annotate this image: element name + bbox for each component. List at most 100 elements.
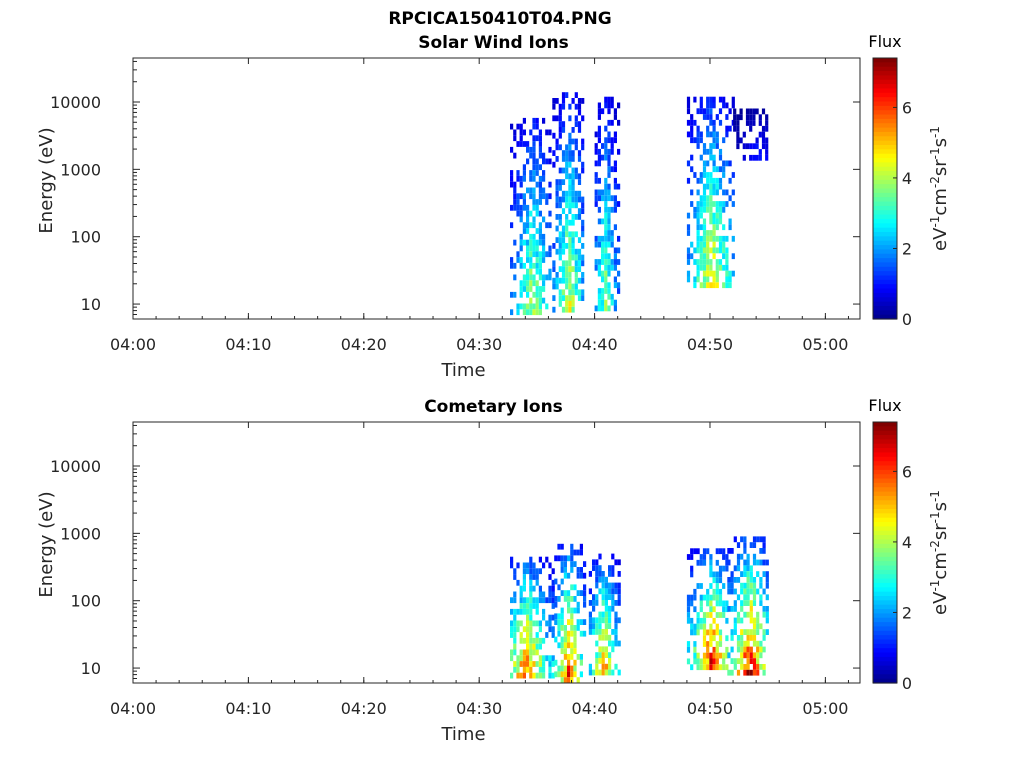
- heatmap-cell: [565, 272, 569, 278]
- heatmap-cell: [706, 241, 710, 248]
- plot-frame: [132, 57, 861, 320]
- heatmap-cell: [613, 253, 617, 260]
- heatmap-cell: [733, 565, 737, 572]
- colorbar-swatch: [873, 639, 897, 645]
- heatmap-cell: [579, 619, 583, 625]
- heatmap-cell: [516, 170, 520, 176]
- heatmap-cell: [571, 289, 575, 296]
- heatmap-cell: [690, 189, 694, 196]
- heatmap-cell: [532, 193, 536, 200]
- heatmap-cell: [752, 617, 757, 624]
- heatmap-cell: [709, 183, 713, 190]
- colorbar-swatch: [873, 530, 897, 536]
- heatmap-cell: [699, 264, 703, 271]
- heatmap-cell: [592, 594, 596, 600]
- heatmap-cell: [731, 235, 735, 242]
- heatmap-cell: [725, 125, 729, 132]
- heatmap-cell: [722, 166, 726, 173]
- heatmap-cell: [728, 224, 732, 231]
- heatmap-cell: [570, 665, 574, 672]
- heatmap-cell: [722, 606, 726, 613]
- heatmap-cell: [579, 671, 583, 678]
- heatmap-cell: [568, 196, 572, 203]
- heatmap-cell: [617, 582, 621, 589]
- heatmap-cell: [749, 617, 753, 624]
- heatmap-cell: [538, 146, 542, 153]
- heatmap-cell: [597, 235, 601, 242]
- heatmap-cell: [727, 588, 731, 595]
- heatmap-cell: [532, 643, 536, 650]
- heatmap-cell: [727, 606, 731, 612]
- heatmap-cell: [558, 289, 562, 296]
- heatmap-cell: [558, 196, 562, 203]
- heatmap-cell: [604, 259, 608, 265]
- heatmap-cell: [554, 555, 558, 562]
- heatmap-cell: [532, 562, 536, 569]
- heatmap-cell: [690, 119, 694, 126]
- colorbar-swatch: [873, 591, 897, 597]
- heatmap-cell: [516, 579, 520, 586]
- heatmap-cell: [510, 649, 514, 656]
- heatmap-cell: [610, 119, 614, 126]
- heatmap-cell: [513, 152, 517, 159]
- heatmap-cell: [743, 594, 747, 601]
- heatmap-cell: [548, 251, 552, 258]
- heatmap-cell: [611, 605, 615, 612]
- heatmap-cell: [595, 617, 599, 624]
- heatmap-cell: [526, 222, 530, 229]
- heatmap-cell: [548, 574, 552, 580]
- heatmap-cell: [736, 617, 741, 624]
- heatmap-cell: [690, 137, 694, 144]
- heatmap-cell: [594, 264, 598, 271]
- heatmap-cell: [709, 641, 713, 647]
- heatmap-cell: [574, 103, 578, 110]
- heatmap-cell: [718, 247, 723, 254]
- colorbar-swatch: [873, 71, 897, 76]
- heatmap-cell: [759, 640, 763, 647]
- heatmap-cell: [522, 129, 526, 136]
- heatmap-cell: [611, 571, 615, 577]
- heatmap-cell: [526, 280, 530, 287]
- heatmap-cell: [552, 115, 556, 122]
- heatmap-cell: [542, 614, 546, 621]
- heatmap-cell: [758, 131, 762, 138]
- heatmap-cell: [577, 277, 582, 284]
- heatmap-cell: [725, 131, 729, 138]
- heatmap-cell: [749, 571, 753, 577]
- heatmap-cell: [532, 661, 536, 667]
- heatmap-cell: [696, 201, 700, 207]
- heatmap-cell: [601, 652, 605, 658]
- heatmap-cell: [709, 195, 713, 202]
- heatmap-cell: [722, 583, 726, 589]
- heatmap-cell: [617, 588, 621, 595]
- colorbar-swatch: [873, 543, 897, 549]
- heatmap-cell: [762, 611, 766, 618]
- heatmap-cell: [765, 571, 769, 577]
- heatmap-cell: [761, 143, 766, 150]
- heatmap-cell: [526, 291, 530, 298]
- heatmap-cell: [725, 114, 729, 120]
- heatmap-cell: [529, 274, 533, 281]
- heatmap-cell: [542, 251, 546, 258]
- heatmap-cell: [519, 649, 523, 656]
- heatmap-cell: [712, 652, 716, 659]
- heatmap-cell: [545, 222, 549, 229]
- heatmap-cell: [568, 103, 572, 110]
- heatmap-cell: [607, 259, 611, 265]
- heatmap-cell: [532, 199, 536, 205]
- heatmap-cell: [613, 108, 617, 115]
- colorbar-swatch: [873, 127, 897, 133]
- heatmap-cell: [535, 123, 539, 130]
- heatmap-cell: [715, 623, 719, 630]
- heatmap-cell: [761, 108, 766, 115]
- heatmap-cell: [725, 259, 729, 265]
- colorbar-swatch: [873, 569, 897, 575]
- heatmap-cell: [712, 577, 716, 584]
- heatmap-cell: [604, 143, 608, 149]
- heatmap-cell: [529, 222, 533, 229]
- heatmap-cell: [614, 623, 618, 629]
- heatmap-cell: [736, 120, 740, 126]
- heatmap-cell: [712, 230, 716, 236]
- heatmap-cell: [715, 201, 719, 207]
- heatmap-cell: [594, 131, 598, 138]
